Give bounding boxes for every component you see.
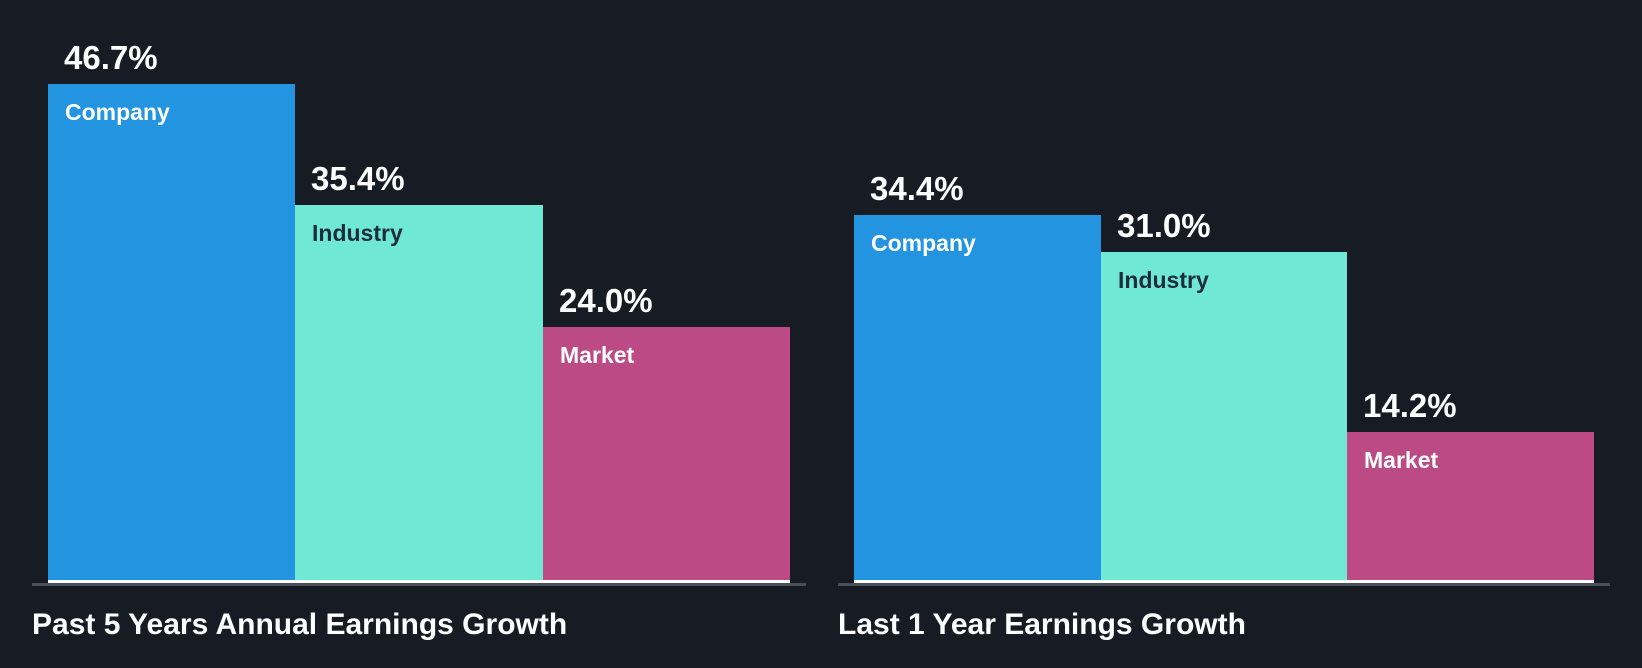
bar-market <box>543 327 790 581</box>
x-axis-line <box>838 583 1610 586</box>
bar-company <box>48 84 295 581</box>
bar-baseline <box>854 580 1594 583</box>
bar-value-industry: 35.4% <box>311 160 405 197</box>
bar-label-market: Market <box>1364 447 1439 473</box>
bar-baseline <box>48 580 790 583</box>
bar-market <box>1347 432 1594 581</box>
bar-label-industry: Industry <box>1118 267 1209 293</box>
bar-label-industry: Industry <box>312 220 403 246</box>
bar-value-company: 46.7% <box>64 39 158 76</box>
bar-value-market: 24.0% <box>559 282 653 319</box>
chart-past-5-years: 46.7% Company 35.4% Industry 24.0% Marke… <box>0 0 820 668</box>
chart-title: Last 1 Year Earnings Growth <box>838 608 1246 641</box>
bar-industry <box>1101 252 1347 581</box>
bar-label-company: Company <box>65 99 170 125</box>
bar-value-company: 34.4% <box>870 170 964 207</box>
bar-value-industry: 31.0% <box>1117 207 1211 244</box>
bar-company <box>854 215 1101 581</box>
bar-industry <box>295 205 543 581</box>
x-axis-line <box>32 583 806 586</box>
bar-label-market: Market <box>560 342 635 368</box>
bar-value-market: 14.2% <box>1363 387 1457 424</box>
chart-title: Past 5 Years Annual Earnings Growth <box>32 608 568 641</box>
bar-label-company: Company <box>871 230 976 256</box>
